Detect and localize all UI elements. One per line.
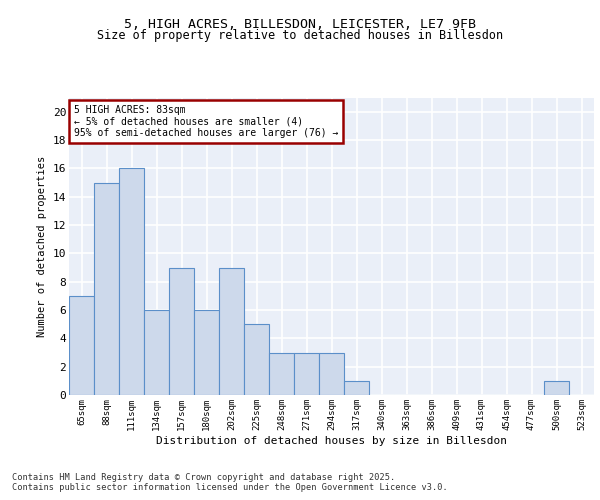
Text: Size of property relative to detached houses in Billesdon: Size of property relative to detached ho… bbox=[97, 29, 503, 42]
Bar bbox=[169, 268, 194, 395]
Bar bbox=[194, 310, 219, 395]
X-axis label: Distribution of detached houses by size in Billesdon: Distribution of detached houses by size … bbox=[156, 436, 507, 446]
Bar bbox=[219, 268, 244, 395]
Text: 5 HIGH ACRES: 83sqm
← 5% of detached houses are smaller (4)
95% of semi-detached: 5 HIGH ACRES: 83sqm ← 5% of detached hou… bbox=[74, 105, 338, 138]
Text: 5, HIGH ACRES, BILLESDON, LEICESTER, LE7 9FB: 5, HIGH ACRES, BILLESDON, LEICESTER, LE7… bbox=[124, 18, 476, 30]
Bar bbox=[144, 310, 169, 395]
Text: Contains HM Land Registry data © Crown copyright and database right 2025.
Contai: Contains HM Land Registry data © Crown c… bbox=[12, 473, 448, 492]
Y-axis label: Number of detached properties: Number of detached properties bbox=[37, 156, 47, 337]
Bar bbox=[544, 381, 569, 395]
Bar bbox=[119, 168, 144, 395]
Bar bbox=[319, 352, 344, 395]
Bar bbox=[244, 324, 269, 395]
Bar bbox=[344, 381, 369, 395]
Bar bbox=[294, 352, 319, 395]
Bar bbox=[94, 182, 119, 395]
Bar bbox=[269, 352, 294, 395]
Bar bbox=[69, 296, 94, 395]
